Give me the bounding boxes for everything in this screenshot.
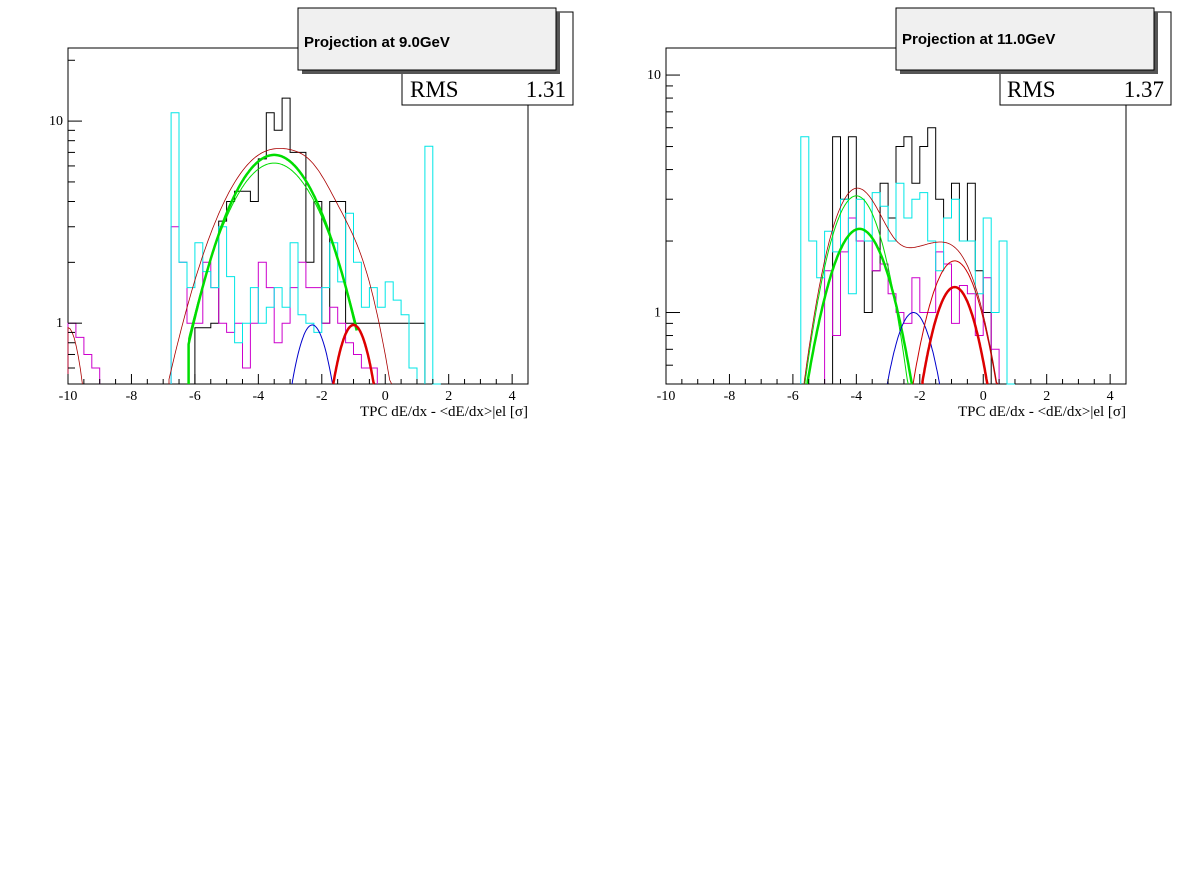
stats-label: RMS (1007, 77, 1056, 102)
stats-label: RMS (410, 77, 459, 102)
title-frame (297, 7, 557, 71)
stats-value: 1.37 (1124, 77, 1164, 102)
panel-11gev: -10 -8 -6 -4 -2 0 2 4 1 10 TPC dE/dx - <dE/dx>|el… (647, 7, 1172, 420)
histogram-series-2 (170, 112, 441, 385)
x-tick-label: 2 (445, 389, 452, 404)
fit-curve-4 (804, 195, 909, 385)
x-tick-label: 4 (1107, 389, 1114, 404)
fit-curve-8 (803, 187, 999, 385)
fit-curve-7 (67, 148, 393, 385)
data-layer (800, 127, 1015, 385)
fit-curve-3 (187, 153, 358, 384)
x-axis-label: TPC dE/dx - <dE/dx>|el [σ] (958, 404, 1126, 420)
title-frame (895, 7, 1155, 71)
y-tick-label: 1 (56, 316, 63, 331)
title-box: Projection at 9.0GeV (297, 7, 560, 74)
data-layer (67, 97, 441, 385)
x-tick-label: 0 (382, 389, 389, 404)
fit-curve-6 (921, 285, 989, 385)
x-tick-label: -4 (253, 389, 265, 404)
x-tick-label: -6 (787, 389, 799, 404)
panel-9gev: -10 -8 -6 -4 -2 0 2 4 1 10 TPC dE/dx - <dE/dx>|el… (49, 7, 574, 420)
fit-curve-7 (912, 260, 998, 385)
x-tick-label: -2 (914, 389, 926, 404)
y-tick-label: 10 (647, 68, 661, 83)
x-tick-label: -10 (59, 389, 78, 404)
x-tick-label: -10 (657, 389, 676, 404)
x-tick-label: -8 (126, 389, 138, 404)
y-tick-label: 10 (49, 114, 63, 129)
stats-value: 1.31 (526, 77, 566, 102)
x-tick-label: 0 (980, 389, 987, 404)
fit-curve-6 (332, 323, 376, 385)
plot-title: Projection at 11.0GeV (902, 31, 1055, 48)
axes: -10 -8 -6 -4 -2 0 2 4 1 10 (647, 68, 1127, 404)
x-tick-label: -6 (189, 389, 201, 404)
y-tick-label: 1 (654, 306, 661, 321)
x-tick-label: 4 (509, 389, 516, 404)
x-tick-label: -8 (724, 389, 736, 404)
histogram-series-0 (194, 97, 426, 384)
axes: -10 -8 -6 -4 -2 0 2 4 1 10 (49, 59, 529, 404)
x-tick-label: 2 (1043, 389, 1050, 404)
fit-curve-4 (188, 162, 358, 384)
histogram-series-1 (824, 217, 1000, 384)
x-axis-label: TPC dE/dx - <dE/dx>|el [σ] (360, 404, 528, 420)
x-tick-label: -2 (316, 389, 328, 404)
fit-curve-5 (291, 324, 334, 385)
plot-title: Projection at 9.0GeV (304, 34, 450, 51)
x-tick-label: -4 (851, 389, 863, 404)
title-box: Projection at 11.0GeV (895, 7, 1158, 74)
